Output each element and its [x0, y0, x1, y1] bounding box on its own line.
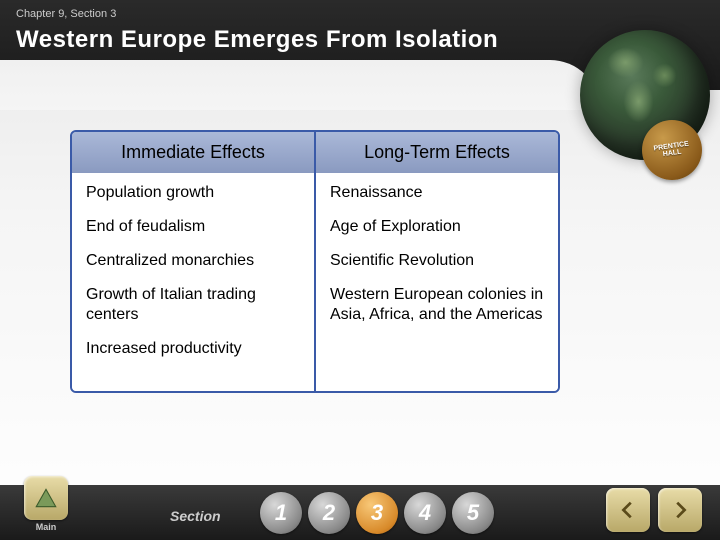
- section-number: 3: [110, 8, 116, 20]
- chevron-right-icon: [669, 499, 691, 521]
- cell: Scientific Revolution: [330, 251, 544, 271]
- col-immediate: Population growth End of feudalism Centr…: [72, 173, 316, 391]
- section-4-button[interactable]: 4: [404, 492, 446, 534]
- table-header-row: Immediate Effects Long-Term Effects: [72, 132, 558, 173]
- section-2-button[interactable]: 2: [308, 492, 350, 534]
- cell: End of feudalism: [86, 217, 300, 237]
- badge-text: PRENTICE HALL: [653, 141, 690, 160]
- section-5-button[interactable]: 5: [452, 492, 494, 534]
- section-3-button[interactable]: 3: [356, 492, 398, 534]
- prev-button[interactable]: [606, 488, 650, 532]
- nav-arrows: [606, 488, 702, 532]
- col-header-immediate: Immediate Effects: [72, 132, 316, 173]
- slide: Chapter 9, Section 3 Western Europe Emer…: [0, 0, 720, 540]
- col-header-longterm: Long-Term Effects: [316, 132, 558, 173]
- effects-table: Immediate Effects Long-Term Effects Popu…: [70, 130, 560, 393]
- section-label: Section: [170, 508, 221, 524]
- cell: Centralized monarchies: [86, 251, 300, 271]
- chapter-label: Chapter 9, Section 3: [16, 8, 704, 20]
- main-label: Main: [18, 522, 74, 532]
- col-longterm: Renaissance Age of Exploration Scientifi…: [316, 173, 558, 391]
- cell: Population growth: [86, 183, 300, 203]
- main-button[interactable]: Main: [18, 476, 74, 532]
- footer-bar: Main Section 1 2 3 4 5: [0, 485, 720, 540]
- section-1-button[interactable]: 1: [260, 492, 302, 534]
- table-body: Population growth End of feudalism Centr…: [72, 173, 558, 391]
- chevron-left-icon: [617, 499, 639, 521]
- cell: Age of Exploration: [330, 217, 544, 237]
- content-area: Immediate Effects Long-Term Effects Popu…: [70, 130, 560, 393]
- cell: Growth of Italian trading centers: [86, 285, 300, 325]
- section-nav: 1 2 3 4 5: [260, 492, 494, 534]
- home-icon: [24, 476, 68, 520]
- cell: Western European colonies in Asia, Afric…: [330, 285, 544, 325]
- cell: Increased productivity: [86, 339, 300, 359]
- chapter-prefix: Chapter 9, Section: [16, 8, 107, 20]
- cell: Renaissance: [330, 183, 544, 203]
- header-curve: [0, 60, 600, 110]
- publisher-badge: PRENTICE HALL: [642, 120, 702, 180]
- next-button[interactable]: [658, 488, 702, 532]
